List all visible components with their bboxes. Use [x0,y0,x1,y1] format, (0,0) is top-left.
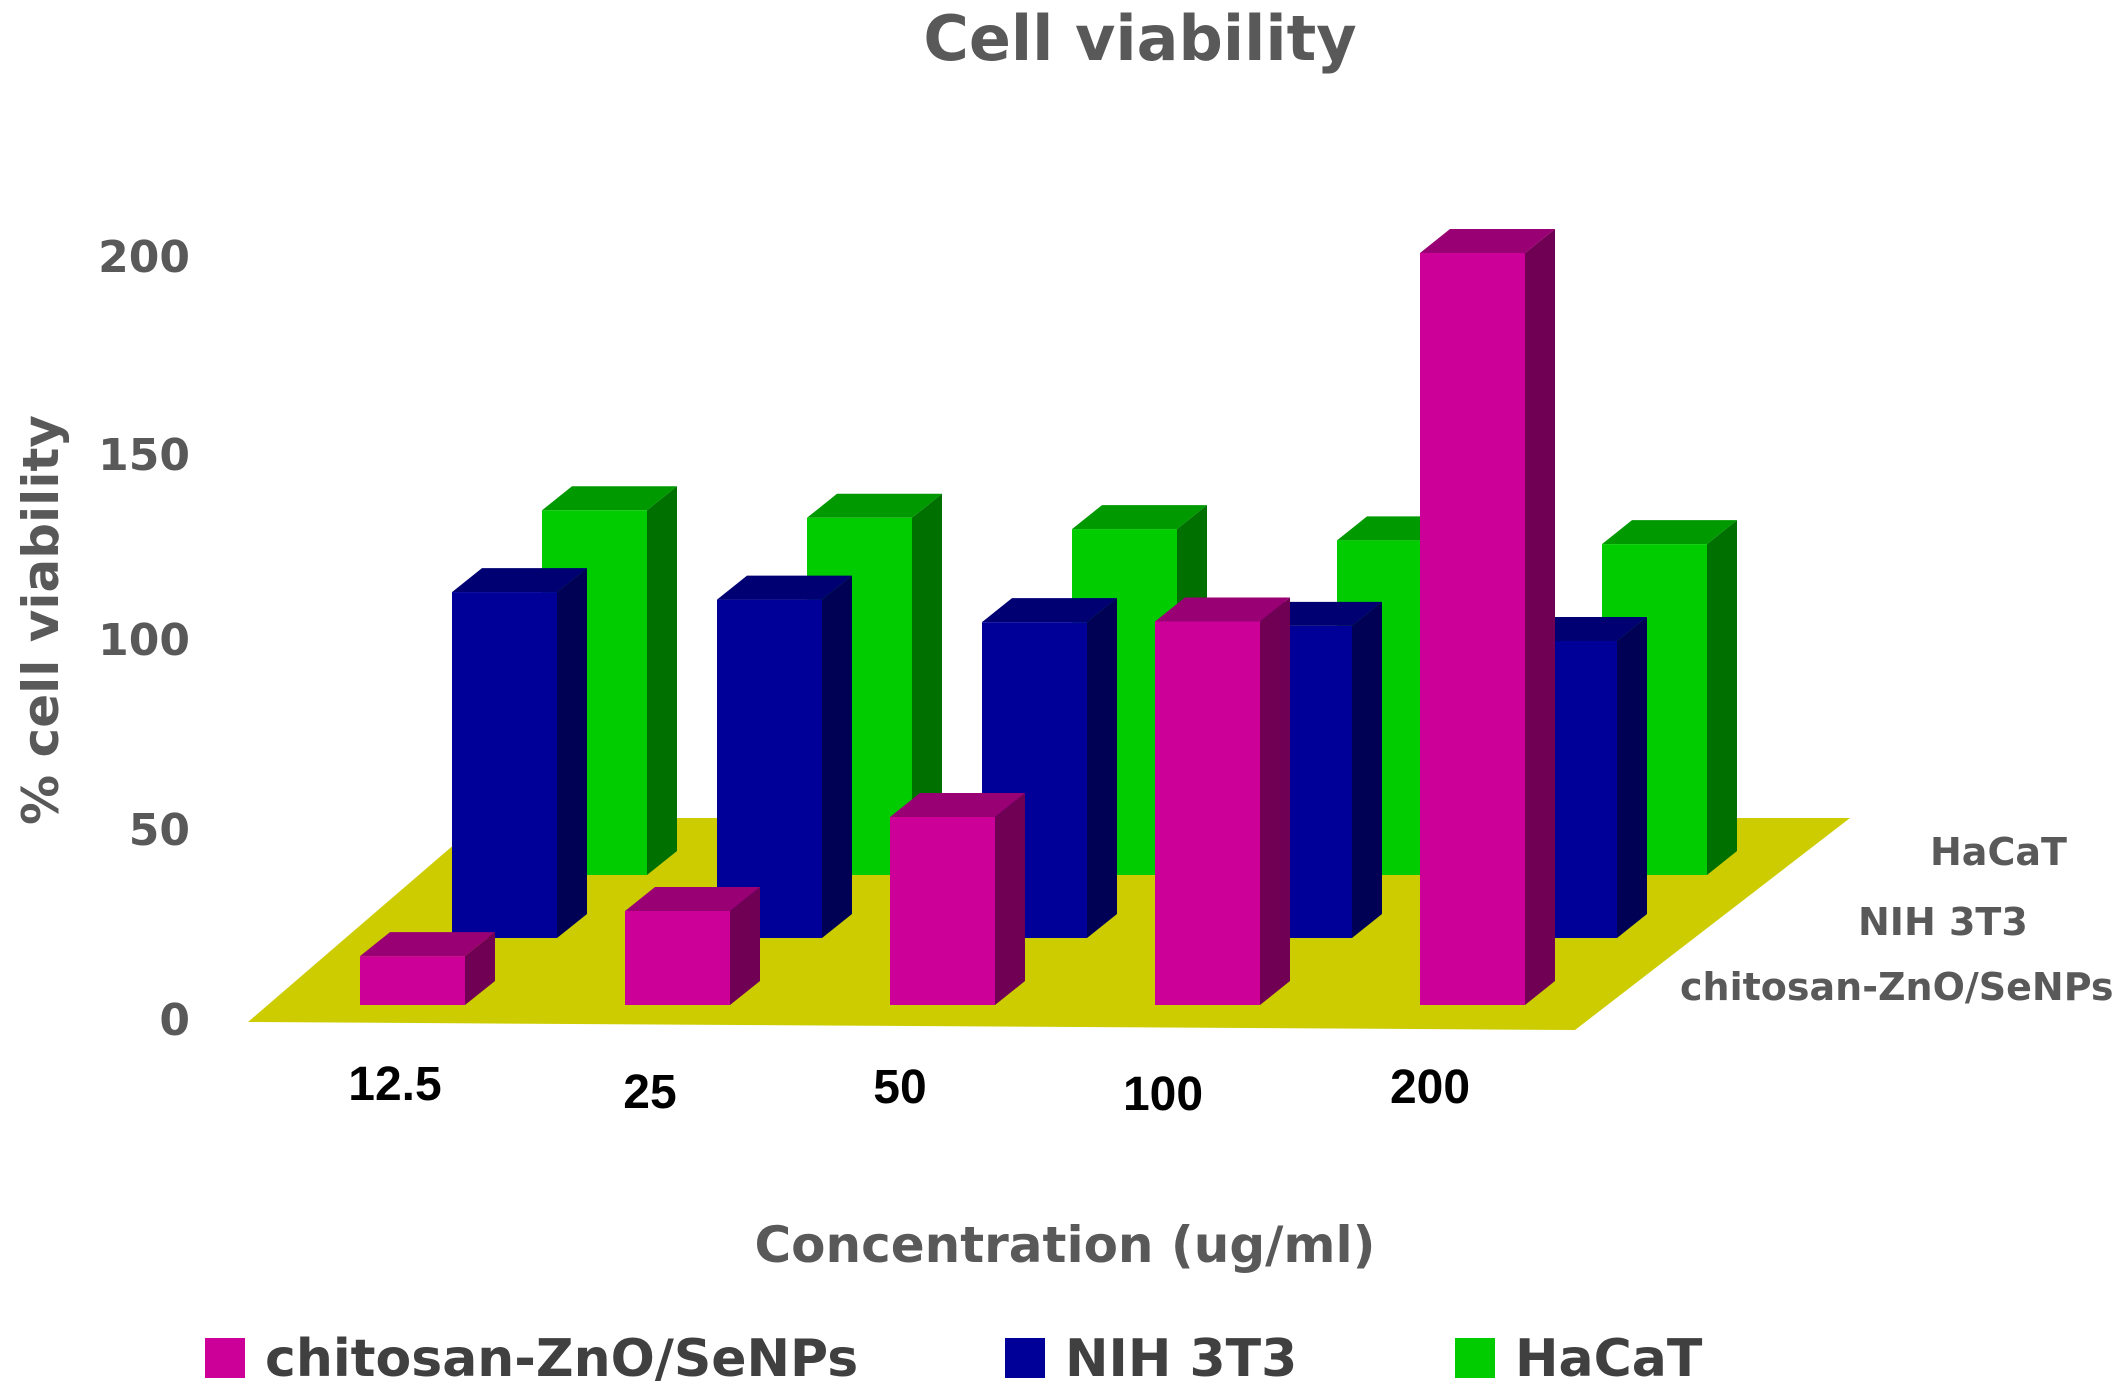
bar [452,568,587,938]
bar-side [1617,616,1647,938]
y-tick-label: 50 [129,805,190,856]
bar-top [890,793,1025,817]
legend-swatch [205,1338,245,1378]
x-tick-label: 25 [623,1066,676,1119]
legend-swatch [1455,1338,1495,1378]
bar-top [625,887,760,911]
bar-top [360,932,495,957]
bar [982,598,1117,938]
x-axis-ticks: 12.5 25 50 100 200 [348,1058,1470,1121]
depth-tick-label: HaCaT [1930,830,2067,874]
bar-side [1352,601,1382,938]
x-tick-label: 200 [1390,1061,1470,1114]
chart-title: Cell viability [923,2,1356,75]
legend-item: HaCaT [1455,1329,1703,1389]
bar [717,575,852,938]
bar-front [452,592,557,938]
series-chitosan-zno-senps [360,229,1555,1005]
bar-side [912,493,942,875]
x-tick-label: 50 [873,1061,926,1114]
bar-side [465,932,495,1005]
legend-label: HaCaT [1515,1329,1703,1389]
bar-top [1602,520,1737,545]
bar-top [1072,505,1207,530]
bar-side [1707,520,1737,875]
x-axis-title: Concentration (ug/ml) [754,1216,1375,1274]
legend-item: NIH 3T3 [1005,1329,1297,1389]
bar-side [995,793,1025,1005]
bar-top [982,598,1117,623]
bar-side [822,575,852,938]
bar [625,887,760,1005]
bar-side [557,568,587,938]
legend-label: NIH 3T3 [1065,1329,1297,1389]
y-axis-ticks: 0 50 100 150 200 [98,232,190,1046]
x-tick-label: 100 [1123,1068,1203,1121]
legend-item: chitosan-ZnO/SeNPs [205,1329,858,1389]
bar [890,793,1025,1005]
bar [1420,229,1555,1005]
bar-side [647,486,677,875]
legend-swatch [1005,1338,1045,1378]
depth-axis-ticks: HaCaT NIH 3T3 chitosan-ZnO/SeNPs [1680,830,2114,1009]
y-axis-title: % cell viability [12,415,70,825]
bar [360,932,495,1005]
bar-front [1155,621,1260,1005]
bar-top [452,568,587,593]
depth-tick-label: chitosan-ZnO/SeNPs [1680,965,2114,1009]
bar-front [360,956,465,1005]
x-tick-label: 12.5 [348,1058,441,1111]
y-tick-label: 100 [98,615,190,666]
depth-tick-label: NIH 3T3 [1858,900,2028,944]
legend-label: chitosan-ZnO/SeNPs [265,1329,858,1389]
bar-side [730,887,760,1005]
bar [1512,616,1647,938]
bar-front [890,817,995,1005]
bar-front [1420,253,1525,1005]
y-tick-label: 150 [98,430,190,481]
bar-front [625,911,730,1005]
y-tick-label: 200 [98,232,190,283]
legend: chitosan-ZnO/SeNPs NIH 3T3 HaCaT [205,1329,1703,1389]
y-tick-label: 0 [159,995,190,1046]
bar-top [1155,597,1290,622]
bar-top [807,493,942,518]
bar-top [717,575,852,600]
bar-top [1420,229,1555,253]
bars [360,229,1737,1005]
bar-top [542,486,677,511]
bar [1155,597,1290,1005]
bar-front [717,599,822,938]
bar-side [1087,598,1117,938]
bar-side [1260,597,1290,1005]
bar-side [1525,229,1555,1005]
